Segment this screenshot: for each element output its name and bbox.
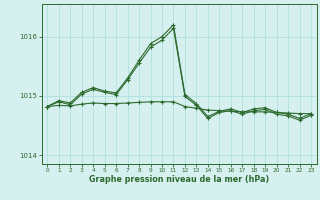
X-axis label: Graphe pression niveau de la mer (hPa): Graphe pression niveau de la mer (hPa)	[89, 175, 269, 184]
